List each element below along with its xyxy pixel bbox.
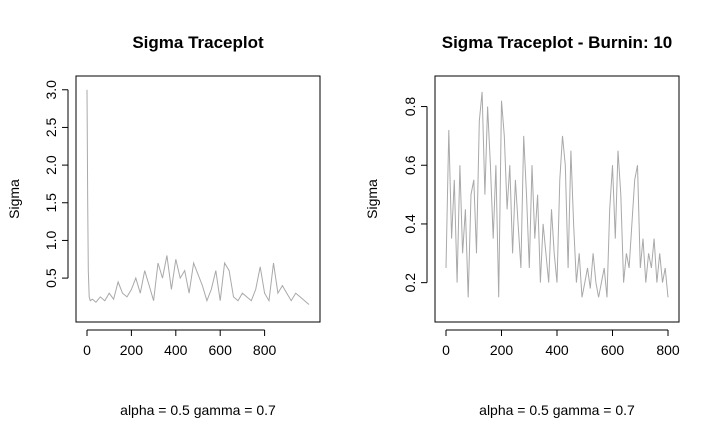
chart-title: Sigma Traceplot - Burnin: 10 xyxy=(442,33,673,52)
x-tick-label: 600 xyxy=(601,342,625,358)
x-tick-label: 400 xyxy=(545,342,569,358)
series-line xyxy=(86,89,310,305)
plot-frame xyxy=(434,75,680,323)
series-marks: 0 200 400 600 800 0.2 0.4 0.6 0.8 xyxy=(402,91,680,358)
x-tick-label: 0 xyxy=(442,342,450,358)
chart-title: Sigma Traceplot xyxy=(132,33,264,52)
y-tick-label: 0.5 xyxy=(43,268,59,288)
y-tick-label: 3.0 xyxy=(43,80,59,100)
x-tick-label: 200 xyxy=(120,342,144,358)
x-tick-label: 0 xyxy=(83,342,91,358)
series-marks: 0 200 400 600 800 0.5 1.0 1.5 2.0 2.5 3.0 xyxy=(43,80,310,358)
x-tick-label: 200 xyxy=(490,342,514,358)
x-tick-label: 800 xyxy=(253,342,277,358)
y-tick-label: 0.2 xyxy=(402,273,418,293)
y-tick-label: 2.0 xyxy=(43,155,59,175)
y-axis-label: Sigma xyxy=(6,179,22,219)
parameter-note: alpha = 0.5 gamma = 0.7 xyxy=(120,402,276,418)
y-axis-label: Sigma xyxy=(364,179,380,219)
x-tick-label: 800 xyxy=(656,342,680,358)
x-tick-label: 400 xyxy=(164,342,188,358)
y-tick-label: 0.4 xyxy=(402,214,418,234)
plot-frame xyxy=(75,75,321,323)
y-tick-label: 2.5 xyxy=(43,117,59,137)
y-tick-label: 0.6 xyxy=(402,155,418,175)
parameter-note: alpha = 0.5 gamma = 0.7 xyxy=(479,402,635,418)
y-tick-label: 1.5 xyxy=(43,193,59,213)
series-line xyxy=(445,91,669,298)
panel-sigma-traceplot-burnin: Sigma Traceplot - Burnin: 10 Sigma alpha… xyxy=(364,33,680,418)
x-tick-label: 600 xyxy=(209,342,233,358)
y-tick-label: 0.8 xyxy=(402,97,418,117)
panel-sigma-traceplot: Sigma Traceplot Sigma alpha = 0.5 gamma … xyxy=(6,33,321,418)
y-tick-label: 1.0 xyxy=(43,230,59,250)
